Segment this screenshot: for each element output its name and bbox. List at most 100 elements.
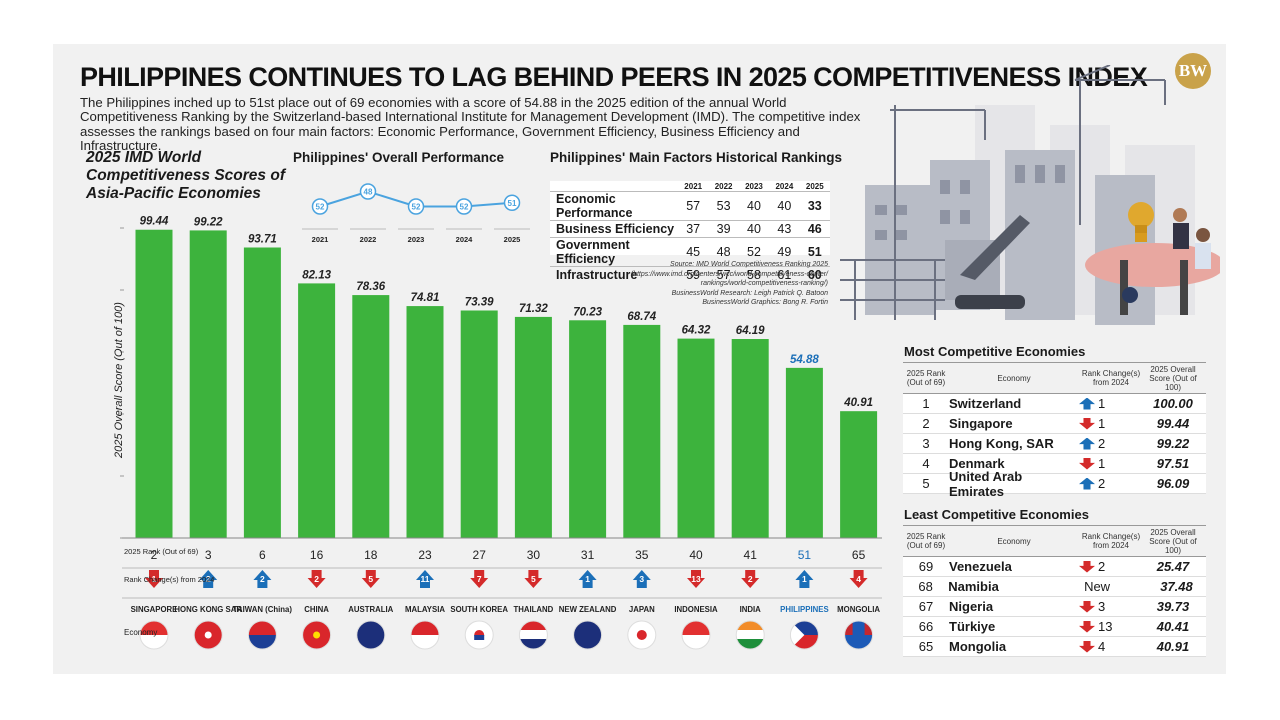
economy-name: HONG KONG SAR: [174, 605, 242, 614]
bar-new-zealand: [569, 320, 607, 538]
hist-rank-value: 60: [799, 266, 830, 283]
bar-south-korea: [460, 310, 498, 538]
least-table-row: 67 Nigeria 3 39.73: [903, 597, 1206, 617]
economy-cell: Mongolia: [949, 639, 1007, 654]
source-line-5: BusinessWorld Graphics: Bong R. Fortin: [702, 299, 828, 306]
year-label: 2023: [408, 235, 425, 244]
hist-year-header: 2024: [775, 181, 794, 191]
hist-row: Infrastructure 59 57 58 61 60: [550, 266, 830, 283]
change-value: 2: [1098, 559, 1106, 574]
change-row-label: Rank Change(s) from 2024: [124, 575, 214, 584]
bar-value-label: 93.71: [248, 233, 277, 245]
least-head-change: Rank Change(s) from 2024: [1081, 532, 1141, 550]
most-table-header: 2025 Rank (Out of 69) Economy Rank Chang…: [903, 362, 1206, 394]
change-value: 2: [1098, 436, 1106, 451]
hist-year-header: 2025: [805, 181, 824, 191]
performance-point: [359, 183, 377, 200]
score-cell: 99.22: [1156, 436, 1190, 451]
rank-change-value: 11: [421, 574, 430, 584]
performance-point: [407, 198, 425, 215]
bar-chart: 99.44 2 1 SINGAPORE 99.22 3 2 HONG KONG SAR 93.7…: [113, 216, 882, 650]
economy-row-label: Economy: [124, 628, 157, 637]
rank-cell: 67: [918, 599, 934, 614]
economy-name: CHINA: [304, 605, 329, 614]
flag-icon: [411, 621, 439, 649]
year-label: 2022: [360, 235, 377, 244]
economy-name: PHILIPPINES: [780, 605, 829, 614]
rank-cell: 5: [922, 476, 930, 491]
bar-mongolia: [840, 411, 878, 538]
least-head-score: 2025 Overall Score (Out of 100): [1149, 527, 1197, 555]
hist-row: Business Efficiency 37 39 40 43 46: [550, 220, 830, 238]
hist-rank-value: 48: [708, 237, 739, 267]
least-head-rank: 2025 Rank (Out of 69): [906, 532, 946, 550]
hist-rank-value: 51: [799, 237, 830, 267]
bar-india: [731, 339, 769, 538]
economy-name: INDIA: [740, 605, 762, 614]
rank-up-arrow: [632, 570, 651, 588]
rank-value: 40: [689, 548, 703, 562]
economy-cell: Switzerland: [949, 396, 1022, 411]
hist-rank-value: 40: [769, 191, 800, 221]
economy-name: INDONESIA: [674, 605, 718, 614]
score-cell: 96.09: [1156, 476, 1190, 491]
hist-rank-value: 61: [769, 266, 800, 283]
down-arrow-icon: [1079, 620, 1095, 633]
hist-rank-value: 58: [738, 266, 770, 283]
most-head-score: 2025 Overall Score (Out of 100): [1149, 364, 1197, 392]
change-value: 4: [1098, 639, 1106, 654]
rank-up-arrow: [578, 570, 597, 588]
score-cell: 99.44: [1156, 416, 1190, 431]
source-note: Source: IMD World Competitiveness Rankin…: [560, 260, 828, 308]
bar-value-label: 70.23: [573, 306, 602, 318]
bar-value-label: 74.81: [411, 292, 440, 304]
economy-name: SOUTH KOREA: [450, 605, 508, 614]
year-label: 2025: [504, 235, 521, 244]
hist-rank-value: 53: [708, 191, 739, 221]
most-head-economy: Economy: [997, 373, 1031, 383]
rank-value: 23: [418, 548, 432, 562]
rank-up-arrow: [253, 570, 272, 588]
rank-down-arrow: [361, 570, 380, 588]
economy-name: THAILAND: [513, 605, 553, 614]
flag-icon: [465, 621, 494, 649]
up-arrow-icon: [1079, 437, 1095, 450]
change-cell: New: [1076, 579, 1147, 594]
bar-japan: [623, 324, 661, 538]
hist-table-title: Philippines' Main Factors Historical Ran…: [550, 150, 843, 165]
line-chart: 52 2021 48 2022 52 2023 52 2024 51 2025: [302, 183, 530, 244]
bar-value-label: 64.32: [682, 325, 711, 337]
rank-value: 51: [798, 548, 812, 562]
flag-icon: [627, 621, 656, 649]
down-arrow-icon: [1079, 560, 1095, 573]
rank-change-value: 2: [206, 574, 211, 584]
rank-down-arrow: [849, 570, 868, 588]
rank-cell: 3: [922, 436, 930, 451]
hist-year-header: 2021: [684, 181, 703, 191]
bar-value-label: 71.32: [519, 303, 548, 315]
score-cell: 25.47: [1156, 559, 1190, 574]
hist-rank-value: 33: [799, 191, 830, 221]
rank-cell: 65: [918, 639, 934, 654]
rank-value: 65: [852, 548, 866, 562]
rank-row-label-text: 2025 Rank (Out of 69): [124, 547, 199, 556]
performance-value: 52: [412, 203, 421, 212]
rank-value: 30: [527, 548, 541, 562]
hist-rank-value: 59: [678, 266, 709, 283]
source-line-4: BusinessWorld Research: Leigh Patrick Q.…: [671, 289, 828, 297]
bar-value-label: 40.91: [843, 397, 873, 409]
rank-down-arrow: [145, 570, 163, 588]
change-value: 1: [1098, 456, 1106, 471]
bar-value-label: 73.39: [465, 296, 494, 308]
performance-value: 48: [364, 188, 373, 197]
flag-icon: [790, 621, 819, 649]
rank-change-value: 5: [531, 574, 536, 584]
most-table-row: 4 Denmark 1 97.51: [903, 454, 1206, 474]
change-value: New: [1084, 579, 1111, 594]
economy-name: MALAYSIA: [405, 605, 445, 614]
change-row-label-text: Rank Change(s) from 2024: [124, 575, 214, 584]
bar-philippines: [785, 367, 823, 538]
bar-china: [298, 283, 336, 538]
least-head-economy: Economy: [997, 536, 1031, 546]
change-cell: 3: [1079, 599, 1143, 614]
